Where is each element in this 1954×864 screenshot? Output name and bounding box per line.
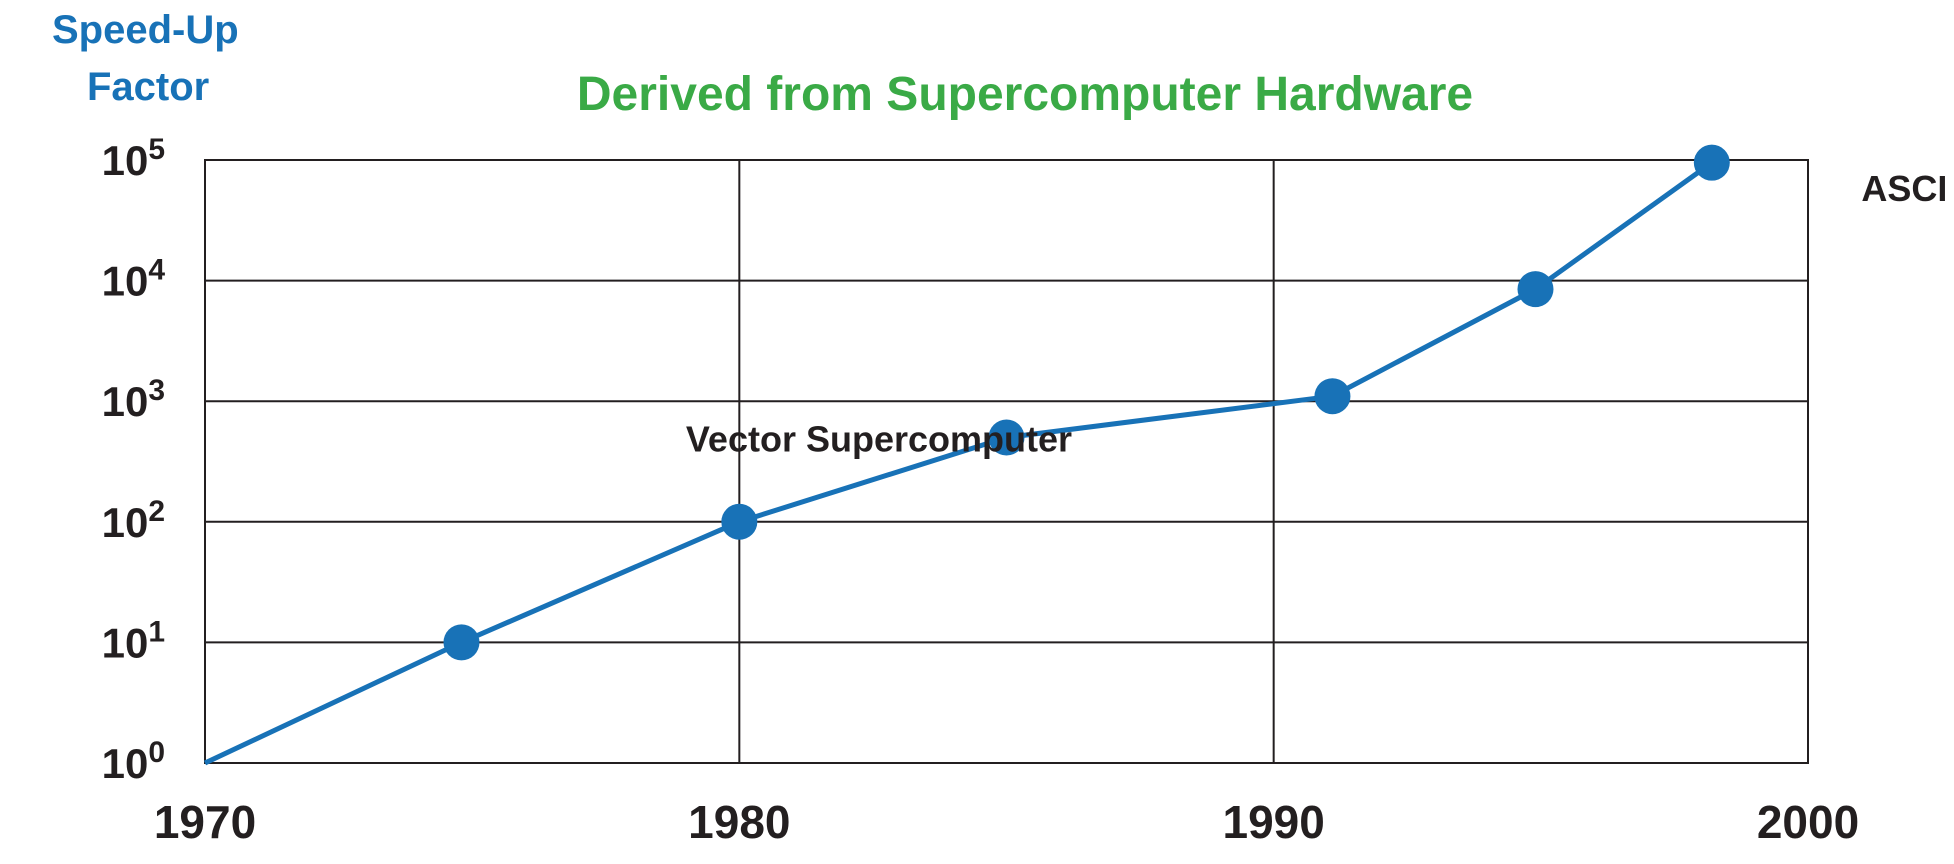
grid	[205, 160, 1808, 763]
plot-frame	[204, 159, 1809, 764]
data-point	[443, 624, 480, 661]
y-tick-base: 10	[102, 740, 149, 787]
annotations: Vector Supercomputer ASCI Red	[686, 168, 1954, 460]
y-tick-label: 105	[102, 133, 165, 184]
y-tick-base: 10	[102, 258, 149, 305]
y-axis-label-line1: Speed-Up	[52, 8, 239, 52]
y-tick-exponent: 5	[148, 133, 165, 166]
data-point	[1693, 144, 1730, 181]
x-tick-label: 1970	[154, 796, 256, 848]
x-tick-label: 2000	[1757, 796, 1859, 848]
y-axis-label-line2: Factor	[87, 65, 209, 109]
annotation-label: Vector Supercomputer	[686, 419, 1072, 460]
series-line	[203, 160, 1714, 766]
data-point	[1314, 378, 1351, 415]
y-tick-label: 101	[102, 615, 165, 666]
x-tick-labels: 1970 1980 1990 2000	[154, 796, 1859, 848]
data-points	[443, 144, 1730, 661]
y-tick-exponent: 4	[148, 254, 165, 287]
y-tick-exponent: 0	[148, 736, 165, 769]
data-point	[1517, 271, 1554, 308]
data-point	[721, 503, 758, 540]
y-tick-label: 102	[102, 495, 165, 546]
y-tick-label: 100	[102, 736, 165, 787]
chart-title: Derived from Supercomputer Hardware	[577, 68, 1473, 121]
y-tick-base: 10	[102, 137, 149, 184]
y-tick-base: 10	[102, 499, 149, 546]
y-tick-exponent: 3	[148, 374, 165, 407]
y-tick-base: 10	[102, 619, 149, 666]
x-tick-label: 1990	[1222, 796, 1324, 848]
annotation-label: ASCI Red	[1861, 168, 1954, 209]
y-tick-label: 104	[102, 254, 166, 305]
y-tick-exponent: 1	[148, 615, 165, 648]
y-tick-exponent: 2	[148, 495, 165, 528]
y-tick-label: 103	[102, 374, 165, 425]
x-tick-label: 1980	[688, 796, 790, 848]
data-point	[988, 419, 1025, 456]
y-tick-base: 10	[102, 378, 149, 425]
